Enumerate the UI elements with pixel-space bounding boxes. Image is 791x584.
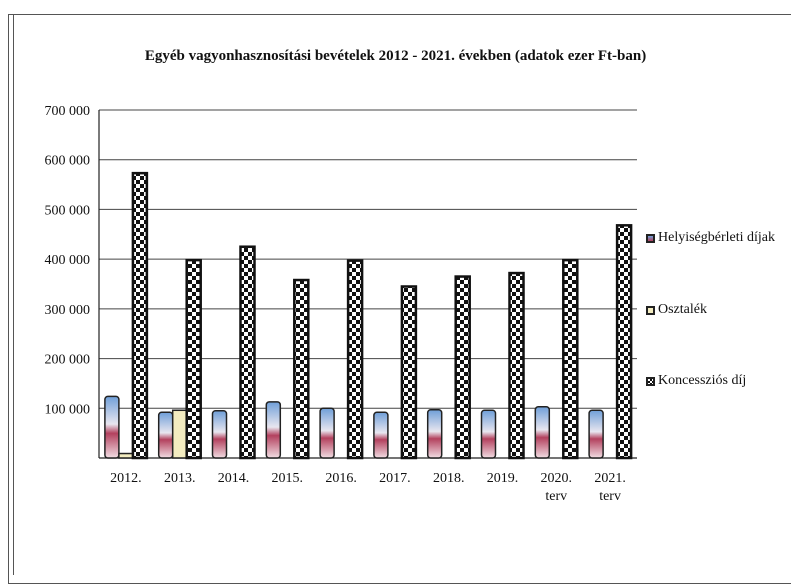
bar-helyisegberleti bbox=[211, 410, 228, 459]
y-tick-label: 700 000 bbox=[45, 104, 91, 119]
legend-swatch-koncesszios bbox=[646, 376, 655, 386]
legend-label-osztalek: Osztalék bbox=[658, 302, 707, 317]
y-tick-label: 600 000 bbox=[45, 154, 91, 169]
x-tick-label: terv bbox=[545, 489, 567, 504]
legend-label-koncesszios: Koncessziós díj bbox=[658, 373, 747, 388]
bar-koncesszios bbox=[131, 171, 149, 460]
bar-helyisegberleti bbox=[480, 409, 497, 459]
bar-helyisegberleti bbox=[157, 411, 174, 459]
x-tick-label: 2013. bbox=[164, 471, 196, 486]
x-tick-label: 2015. bbox=[272, 471, 304, 486]
x-tick-label: 2016. bbox=[325, 471, 357, 486]
y-tick-label: 400 000 bbox=[45, 253, 91, 268]
x-tick-label: 2012. bbox=[110, 471, 142, 486]
bar-koncesszios bbox=[562, 258, 579, 460]
x-tick-label: 2021. bbox=[594, 471, 626, 486]
bar-helyisegberleti bbox=[373, 411, 389, 459]
bar-helyisegberleti bbox=[319, 407, 335, 459]
legend-item-osztalek: Osztalék bbox=[646, 302, 707, 318]
bar-helyisegberleti bbox=[104, 395, 120, 459]
x-tick-label: terv bbox=[599, 489, 621, 504]
x-tick-label: 2019. bbox=[487, 471, 519, 486]
bar-helyisegberleti bbox=[534, 406, 551, 459]
legend-item-helyisegberleti: Helyiségbérleti díjak bbox=[646, 230, 775, 246]
bar-helyisegberleti bbox=[426, 409, 443, 459]
chart-title: Egyéb vagyonhasznosítási bevételek 2012 … bbox=[144, 48, 647, 64]
y-tick-label: 100 000 bbox=[45, 402, 91, 417]
x-tick-label: 2017. bbox=[379, 471, 411, 486]
y-tick-label: 200 000 bbox=[45, 353, 91, 368]
legend-label-helyisegberleti: Helyiségbérleti díjak bbox=[658, 230, 776, 245]
x-tick-label: 2014. bbox=[218, 471, 250, 486]
bar-koncesszios bbox=[293, 278, 310, 460]
y-tick-label: 500 000 bbox=[45, 203, 91, 218]
bar-osztalek bbox=[118, 452, 134, 459]
bar-koncesszios bbox=[508, 271, 525, 460]
bar-koncesszios bbox=[185, 258, 202, 460]
bar-koncesszios bbox=[400, 285, 418, 460]
bar-koncesszios bbox=[346, 259, 364, 460]
bar-osztalek bbox=[171, 409, 188, 459]
legend-swatch-helyisegberleti bbox=[646, 233, 655, 243]
frame-line bbox=[13, 14, 14, 575]
bar-koncesszios bbox=[615, 224, 633, 460]
x-tick-label: 2018. bbox=[433, 471, 465, 486]
bar-helyisegberleti bbox=[588, 409, 604, 459]
bar-koncesszios bbox=[239, 245, 256, 460]
bar-koncesszios bbox=[454, 275, 471, 460]
x-tick-label: 2020. bbox=[541, 471, 573, 486]
y-tick-label: 300 000 bbox=[45, 303, 91, 318]
legend-swatch-osztalek bbox=[646, 305, 655, 315]
bar-helyisegberleti bbox=[265, 401, 282, 459]
legend-item-koncesszios: Koncessziós díj bbox=[646, 373, 746, 389]
